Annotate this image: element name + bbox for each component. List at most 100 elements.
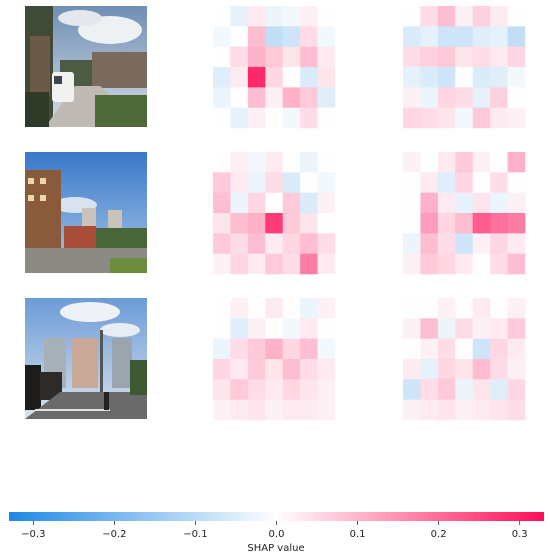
heatmap-cell — [490, 338, 508, 360]
heatmap-cell — [282, 379, 301, 400]
heatmap-cell — [230, 87, 249, 108]
heatmap-cell — [472, 338, 491, 360]
heatmap-cell — [230, 152, 249, 173]
heatmap-cell — [455, 338, 474, 360]
heatmap-cell — [437, 318, 456, 339]
heatmap-cell — [420, 172, 439, 193]
heatmap-cell — [403, 379, 421, 400]
heatmap-cell — [282, 67, 301, 88]
heatmap-cell — [472, 318, 491, 339]
heatmap-cell — [230, 318, 249, 339]
heatmap-cell — [300, 318, 318, 339]
heatmap-cell — [472, 172, 491, 193]
heatmap-cell — [213, 253, 231, 275]
heatmap-cell — [472, 399, 491, 421]
heatmap-cell — [300, 172, 318, 193]
heatmap-cell — [507, 213, 526, 234]
heatmap-cell — [490, 253, 508, 275]
colorbar-tick-label: −0.2 — [102, 529, 126, 540]
heatmap-cell — [247, 46, 266, 68]
heatmap-cell — [317, 379, 336, 400]
heatmap-cell — [490, 379, 508, 400]
heatmap-cell — [420, 87, 439, 108]
heatmap-cell — [437, 338, 456, 360]
heatmap-cell — [265, 213, 284, 234]
heatmap-cell — [300, 107, 318, 129]
heatmap-cell — [420, 338, 439, 360]
heatmap-cell — [420, 213, 439, 234]
heatmap-cell — [247, 233, 266, 254]
heatmap-cell — [507, 67, 526, 88]
heatmap-cell — [213, 359, 231, 380]
heatmap-cell — [507, 172, 526, 193]
heatmap-cell — [282, 107, 301, 129]
heatmap-cell — [472, 107, 491, 129]
heatmap-cell — [472, 67, 491, 88]
heatmap-cell — [300, 233, 318, 254]
heatmap-cell — [300, 87, 318, 108]
heatmap-cell — [247, 87, 266, 108]
heatmap-cell — [455, 318, 474, 339]
heatmap-cell — [472, 192, 491, 214]
heatmap-cell — [490, 318, 508, 339]
heatmap-cell — [213, 379, 231, 400]
heatmap-cell — [282, 172, 301, 193]
shap-heatmap-row3-panel1 — [213, 298, 336, 421]
heatmap-cell — [507, 192, 526, 214]
heatmap-cell — [490, 192, 508, 214]
heatmap-cell — [265, 107, 284, 129]
colorbar-gradient — [9, 512, 544, 521]
heatmap-cell — [213, 172, 231, 193]
heatmap-cell — [403, 213, 421, 234]
heatmap-cell — [403, 152, 421, 173]
heatmap-cell — [265, 399, 284, 421]
heatmap-cell — [490, 172, 508, 193]
heatmap-cell — [282, 253, 301, 275]
heatmap-cell — [490, 213, 508, 234]
heatmap-cell — [300, 338, 318, 360]
heatmap-cell — [403, 399, 421, 421]
heatmap-cell — [490, 6, 508, 27]
heatmap-cell — [403, 318, 421, 339]
heatmap-cell — [403, 87, 421, 108]
heatmap-cell — [490, 67, 508, 88]
heatmap-cell — [213, 6, 231, 27]
heatmap-cell — [230, 338, 249, 360]
heatmap-cell — [455, 233, 474, 254]
heatmap-cell — [247, 253, 266, 275]
heatmap-cell — [437, 172, 456, 193]
heatmap-cell — [507, 253, 526, 275]
heatmap-cell — [230, 107, 249, 129]
heatmap-cell — [213, 152, 231, 173]
heatmap-cell — [403, 338, 421, 360]
heatmap-cell — [403, 107, 421, 129]
heatmap-cell — [490, 152, 508, 173]
heatmap-cell — [265, 6, 284, 27]
heatmap-cell — [472, 233, 491, 254]
heatmap-cell — [403, 67, 421, 88]
heatmap-cell — [230, 213, 249, 234]
heatmap-cell — [265, 26, 284, 47]
heatmap-cell — [230, 233, 249, 254]
heatmap-cell — [247, 213, 266, 234]
heatmap-cell — [420, 107, 439, 129]
input-image-1 — [25, 6, 147, 127]
heatmap-cell — [317, 172, 336, 193]
heatmap-cell — [265, 152, 284, 173]
heatmap-cell — [247, 399, 266, 421]
heatmap-cell — [420, 253, 439, 275]
heatmap-cell — [317, 359, 336, 380]
heatmap-cell — [403, 233, 421, 254]
heatmap-cell — [317, 213, 336, 234]
heatmap-cell — [247, 359, 266, 380]
heatmap-cell — [455, 213, 474, 234]
heatmap-cell — [282, 233, 301, 254]
heatmap-cell — [403, 298, 421, 319]
heatmap-cell — [230, 172, 249, 193]
heatmap-cell — [317, 107, 336, 129]
heatmap-cell — [437, 379, 456, 400]
heatmap-cell — [213, 399, 231, 421]
heatmap-cell — [213, 67, 231, 88]
heatmap-cell — [507, 233, 526, 254]
heatmap-cell — [247, 298, 266, 319]
